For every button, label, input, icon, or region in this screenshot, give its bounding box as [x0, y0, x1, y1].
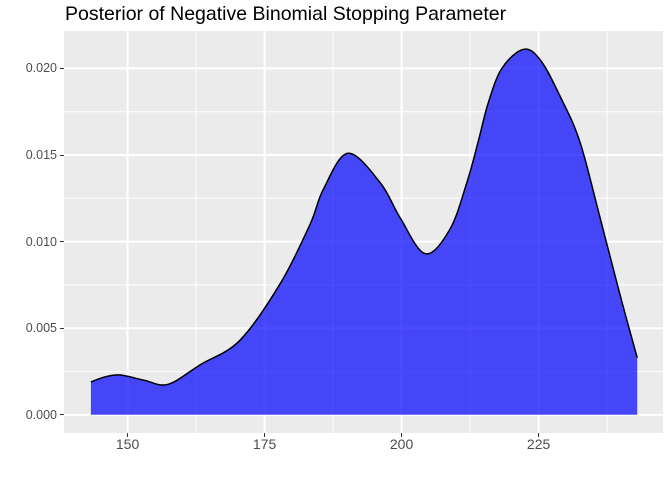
density-chart-svg: [64, 31, 663, 433]
plot-panel: [64, 31, 663, 433]
x-tick-label: 225: [526, 436, 551, 452]
x-tick-label: 200: [389, 436, 414, 452]
y-tick-mark: [60, 414, 64, 416]
density-curve: [90, 48, 638, 386]
y-tick-label: 0.015: [25, 148, 57, 162]
x-tick-mark: [127, 433, 129, 437]
y-tick-mark: [60, 154, 64, 156]
y-tick-label: 0.010: [25, 234, 57, 249]
x-tick-label: 175: [252, 436, 277, 452]
x-tick-mark: [401, 433, 403, 437]
x-tick-mark: [538, 433, 540, 437]
density-area: [90, 49, 638, 415]
y-tick-label: 0.005: [25, 321, 57, 336]
y-tick-label: 0.000: [25, 407, 57, 422]
x-tick-label: 150: [115, 436, 140, 452]
y-tick-label: 0.020: [25, 61, 57, 76]
x-tick-mark: [264, 433, 266, 437]
y-tick-mark: [60, 241, 64, 243]
plot-title: Posterior of Negative Binomial Stopping …: [65, 3, 507, 25]
y-tick-mark: [60, 327, 64, 329]
y-tick-mark: [60, 67, 64, 69]
